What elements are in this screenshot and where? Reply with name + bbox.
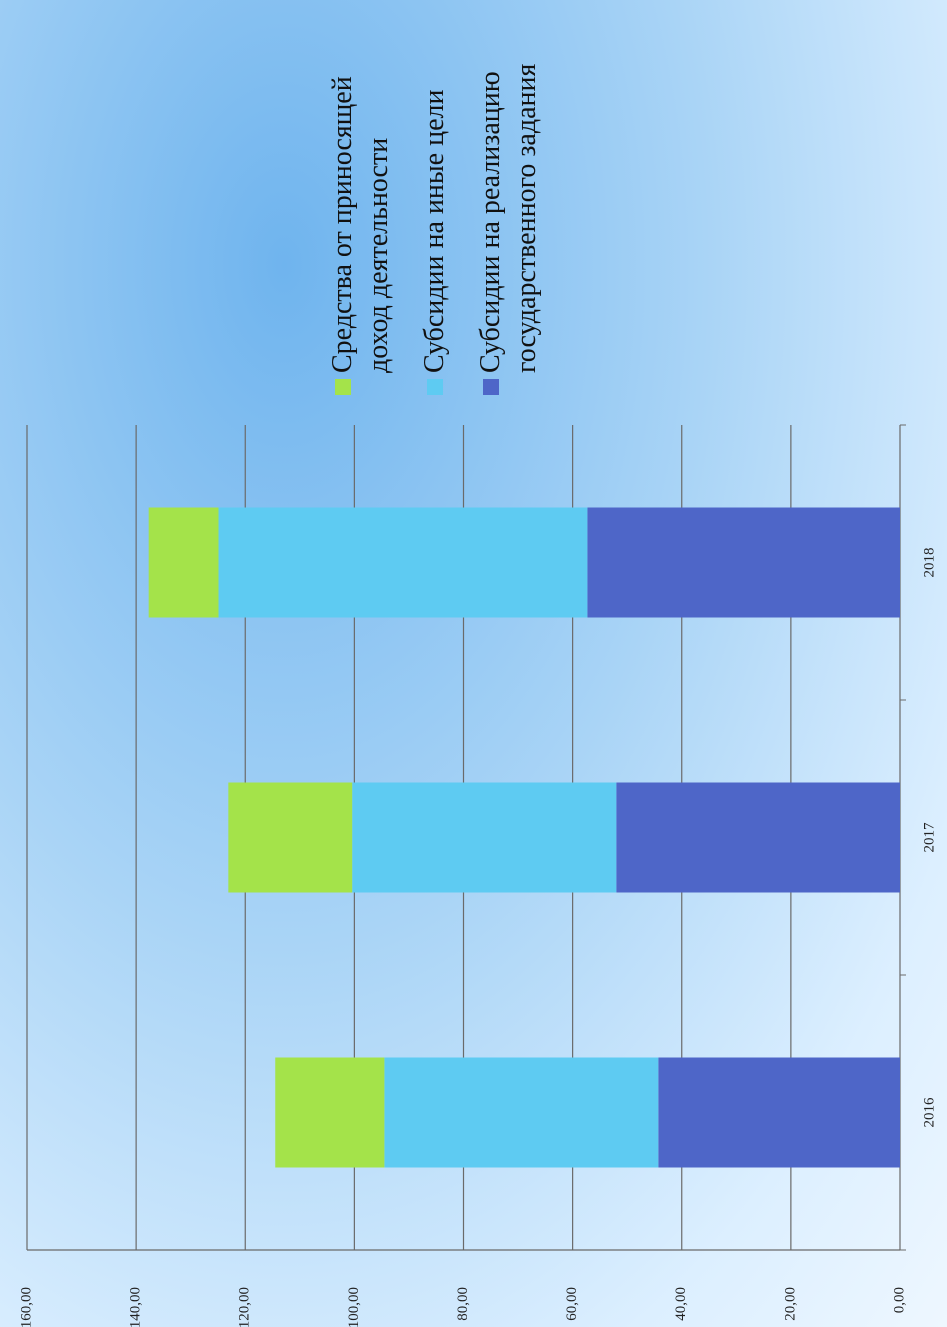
- bar-segment: [587, 507, 900, 618]
- legend-label: Субсидии на иные цели: [419, 89, 450, 373]
- bar-segment: [148, 507, 219, 618]
- legend-item: Субсидии на реализацию государственного …: [473, 15, 545, 395]
- bar-segment: [616, 782, 901, 893]
- y-tick-label: 60,00: [564, 1287, 580, 1321]
- x-tick-label: 2016: [921, 1097, 937, 1128]
- legend-label: Субсидии на реализацию государственного …: [475, 63, 542, 373]
- x-tick-label: 2017: [921, 822, 937, 853]
- y-tick-label: 120,00: [237, 1287, 253, 1327]
- y-tick-label: 40,00: [673, 1287, 689, 1321]
- legend-swatch: [483, 379, 499, 395]
- y-tick-label: 100,00: [346, 1287, 362, 1327]
- bar-segment: [218, 507, 588, 618]
- legend-swatch: [335, 379, 351, 395]
- bar-segment: [352, 782, 617, 893]
- y-tick-label: 160,00: [18, 1287, 34, 1327]
- bar-segment: [658, 1057, 901, 1168]
- y-tick-label: 20,00: [782, 1287, 798, 1321]
- y-tick-label: 0,00: [891, 1287, 907, 1313]
- bar-segment: [384, 1057, 659, 1168]
- chart-body: 0,00 20,00 40,00 60,00 80,00 100,00 120,00 140,…: [18, 15, 937, 1327]
- legend: Средства от приносящей доход деятельност…: [325, 15, 545, 395]
- legend-box: Средства от приносящей доход деятельност…: [325, 15, 545, 395]
- legend-swatch: [427, 379, 443, 395]
- y-tick-label: 140,00: [128, 1287, 144, 1327]
- bar-segment: [275, 1057, 385, 1168]
- legend-item: Субсидии на иные цели: [417, 15, 453, 395]
- y-tick-label: 80,00: [455, 1287, 471, 1321]
- legend-item: Средства от приносящей доход деятельност…: [325, 15, 397, 395]
- legend-label: Средства от приносящей доход деятельност…: [327, 76, 394, 373]
- bar-segment: [228, 782, 353, 893]
- x-tick-label: 2018: [921, 548, 937, 578]
